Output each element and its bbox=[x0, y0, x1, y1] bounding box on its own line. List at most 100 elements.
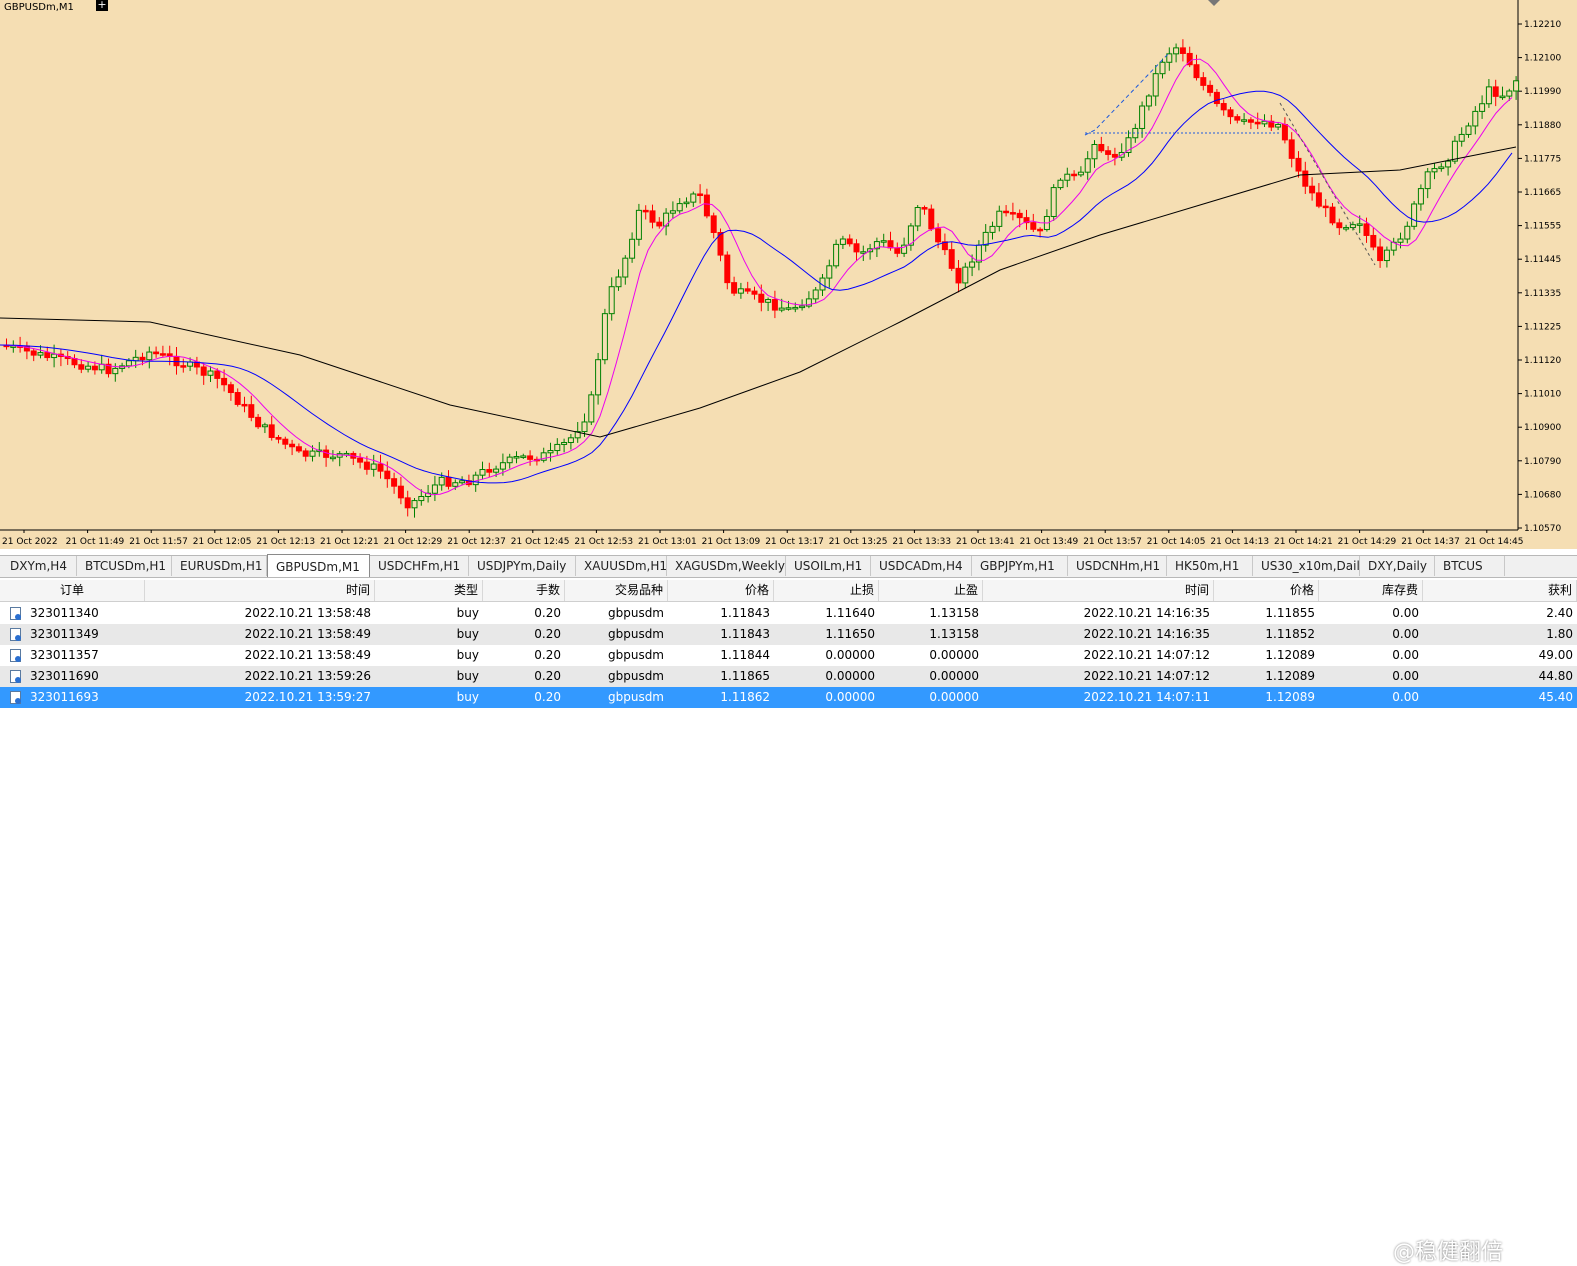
chart-tab[interactable]: HK50m,H1 bbox=[1167, 556, 1253, 576]
column-header[interactable]: 时间 bbox=[145, 580, 375, 601]
chart-tab[interactable]: US30_x10m,Daily bbox=[1253, 556, 1360, 576]
table-row[interactable]: 323011340 2022.10.21 13:58:48 buy 0.20 gbpus… bbox=[0, 603, 1577, 624]
price-label: 1.10570 bbox=[1524, 524, 1561, 534]
add-indicator-button[interactable]: + bbox=[96, 0, 108, 11]
candle-body bbox=[105, 363, 112, 375]
candle-body bbox=[608, 286, 615, 315]
price-chart[interactable]: 1.12210 1.12100 1.11990 1.11880 1.11775 1.116… bbox=[0, 0, 1577, 549]
candle-body bbox=[1377, 246, 1384, 262]
column-header[interactable]: 时间 bbox=[983, 580, 1214, 601]
candle-body bbox=[819, 277, 826, 291]
candle-body bbox=[30, 350, 37, 356]
time-label: 21 Oct 14:29 bbox=[1338, 537, 1397, 547]
candle-body bbox=[85, 365, 92, 370]
column-header[interactable]: 类型 bbox=[375, 580, 483, 601]
table-cell: 0.20 bbox=[534, 648, 561, 662]
candle-body bbox=[234, 392, 241, 405]
table-row[interactable]: 323011349 2022.10.21 13:58:49 buy 0.20 gbpus… bbox=[0, 624, 1577, 645]
chart-tab[interactable]: EURUSDm,H1 bbox=[172, 556, 267, 576]
table-cell: 323011357 bbox=[30, 648, 99, 662]
table-cell: gbpusdm bbox=[607, 648, 664, 662]
candle-body bbox=[1397, 238, 1404, 243]
candle-body bbox=[513, 456, 520, 459]
candle-body bbox=[268, 424, 275, 438]
time-label: 21 Oct 12:45 bbox=[511, 537, 570, 547]
candle-body bbox=[207, 370, 214, 376]
column-header[interactable]: 订单 bbox=[0, 580, 145, 601]
candle-body bbox=[1506, 90, 1513, 97]
candle-body bbox=[1077, 171, 1084, 176]
table-cell: 0.00 bbox=[1392, 648, 1419, 662]
chart-tab[interactable]: USOILm,H1 bbox=[786, 556, 871, 576]
candle-body bbox=[1275, 123, 1282, 128]
table-cell: 0.20 bbox=[534, 690, 561, 704]
column-header[interactable]: 交易品种 bbox=[565, 580, 668, 601]
candle-body bbox=[1336, 222, 1343, 229]
candle-body bbox=[948, 249, 955, 269]
candle-body bbox=[1309, 185, 1316, 194]
column-header[interactable]: 价格 bbox=[668, 580, 774, 601]
chart-tab[interactable]: USDJPYm,Daily bbox=[469, 556, 576, 576]
chart-tab[interactable]: GBPUSDm,M1 bbox=[267, 554, 370, 577]
candle-body bbox=[1363, 223, 1370, 236]
time-label: 21 Oct 14:37 bbox=[1401, 537, 1460, 547]
chart-tab[interactable]: GBPJPYm,H1 bbox=[972, 556, 1068, 576]
table-cell: 0.00 bbox=[1392, 627, 1419, 641]
candle-body bbox=[1281, 123, 1288, 141]
candle-body bbox=[969, 261, 976, 268]
column-header[interactable]: 库存费 bbox=[1319, 580, 1423, 601]
table-row[interactable]: 323011357 2022.10.21 13:58:49 buy 0.20 gbpus… bbox=[0, 645, 1577, 666]
order-history-table: 订单 时间 类型 手数 交易品种 价格 止损 止盈 时间 价格 库存费 获利 323011340 2022… bbox=[0, 580, 1577, 1265]
chart-tab[interactable]: USDCADm,H4 bbox=[871, 556, 972, 576]
candle-body bbox=[1159, 61, 1166, 75]
table-cell: buy bbox=[456, 648, 479, 662]
candle-body bbox=[1179, 47, 1186, 54]
table-row[interactable]: 323011690 2022.10.21 13:59:26 buy 0.20 gbpus… bbox=[0, 666, 1577, 687]
candlestick-chart-canvas[interactable]: 1.12210 1.12100 1.11990 1.11880 1.11775 1.116… bbox=[0, 0, 1577, 549]
candle-body bbox=[914, 207, 921, 227]
chart-tab[interactable]: DXYm,H4 bbox=[2, 556, 77, 576]
candle-body bbox=[1383, 249, 1390, 262]
candle-body bbox=[799, 305, 806, 309]
column-header[interactable]: 价格 bbox=[1214, 580, 1319, 601]
candle-body bbox=[928, 208, 935, 230]
chart-tab[interactable]: USDCNHm,H1 bbox=[1068, 556, 1167, 576]
candle-body bbox=[411, 500, 418, 509]
table-row-partial[interactable] bbox=[0, 708, 1577, 719]
candle-body bbox=[1037, 228, 1044, 232]
table-cell: gbpusdm bbox=[607, 627, 664, 641]
column-header[interactable]: 手数 bbox=[483, 580, 565, 601]
candle-body bbox=[71, 358, 78, 366]
ma-mid-line bbox=[0, 90, 1513, 484]
price-label: 1.11335 bbox=[1524, 289, 1561, 299]
chart-tab[interactable]: DXY,Daily bbox=[1360, 556, 1435, 576]
candle-body bbox=[1152, 73, 1159, 97]
column-header[interactable]: 止损 bbox=[774, 580, 879, 601]
table-row[interactable]: 323011693 2022.10.21 13:59:27 buy 0.20 gbpus… bbox=[0, 687, 1577, 708]
candle-body bbox=[445, 476, 452, 487]
chart-tab[interactable]: BTCUS bbox=[1435, 556, 1505, 576]
column-header[interactable]: 获利 bbox=[1423, 580, 1577, 601]
candle-body bbox=[554, 443, 561, 452]
chart-shift-marker-icon[interactable] bbox=[1208, 0, 1220, 6]
candle-body bbox=[1193, 64, 1200, 79]
candle-body bbox=[785, 307, 792, 310]
candle-body bbox=[1356, 223, 1363, 226]
chart-tab[interactable]: XAUUSDm,H1 bbox=[576, 556, 667, 576]
chart-tab[interactable]: USDCHFm,H1 bbox=[370, 556, 469, 576]
candle-body bbox=[1023, 217, 1030, 224]
column-header[interactable]: 止盈 bbox=[879, 580, 983, 601]
candle-body bbox=[78, 364, 85, 370]
candle-body bbox=[561, 442, 568, 445]
table-cell: 0.00000 bbox=[929, 669, 979, 683]
candle-body bbox=[642, 209, 649, 213]
candle-body bbox=[1499, 95, 1506, 99]
candle-body bbox=[139, 356, 146, 361]
price-label: 1.11665 bbox=[1524, 188, 1561, 198]
candle-body bbox=[656, 221, 663, 227]
candle-body bbox=[1084, 158, 1091, 173]
candle-body bbox=[1050, 187, 1057, 217]
time-label: 21 Oct 14:21 bbox=[1274, 537, 1333, 547]
chart-tab[interactable]: BTCUSDm,H1 bbox=[77, 556, 172, 576]
chart-tab[interactable]: XAGUSDm,Weekly bbox=[667, 556, 786, 576]
